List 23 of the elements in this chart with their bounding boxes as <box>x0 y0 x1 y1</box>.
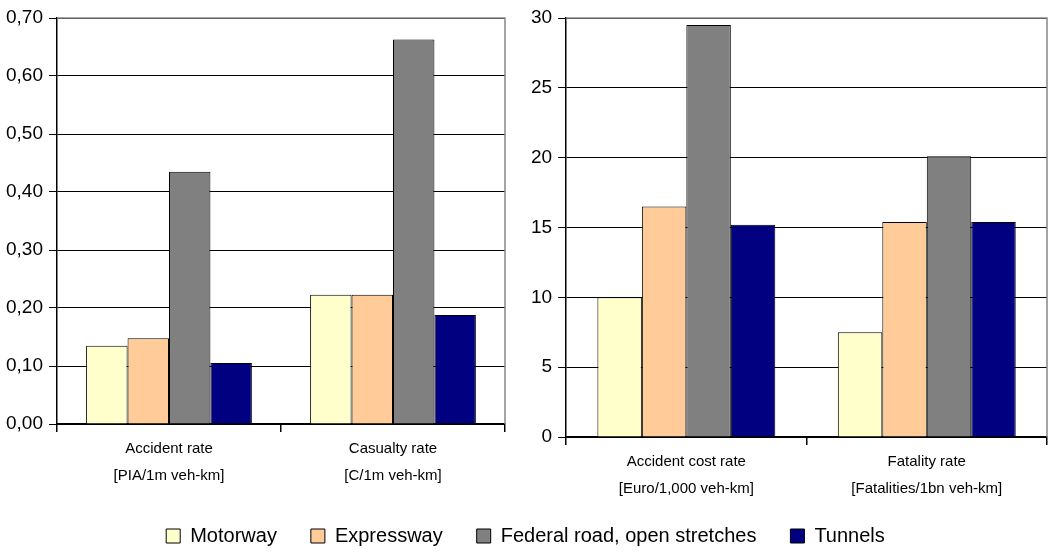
y-tick-label: 0,30 <box>6 238 43 260</box>
y-tick-label: 10 <box>530 285 553 307</box>
y-tick-label: 0,00 <box>6 412 43 434</box>
legend-label: Motorway <box>190 523 277 546</box>
y-tick-label: 0,70 <box>6 6 43 28</box>
y-tick-label: 0,60 <box>6 64 43 86</box>
y-tick-label: 15 <box>530 215 553 237</box>
x-tick-label: Accident cost rate [Euro/1,000 veh-km] <box>618 451 754 496</box>
y-tick-label: 0,10 <box>6 354 43 376</box>
legend-label: Tunnels <box>814 523 885 546</box>
y-tick-label: 25 <box>530 76 553 98</box>
legend-label: Expressway <box>334 523 443 546</box>
y-tick-label: 30 <box>530 6 553 28</box>
x-tick-label: Accident rate [PIA/1m veh-km] <box>113 438 225 483</box>
x-tick-label: Casualty rate [C/1m veh-km] <box>344 438 442 483</box>
y-tick-label: 5 <box>541 355 553 377</box>
y-tick-label: 20 <box>530 145 553 167</box>
x-tick-label: Fatality rate [Fatalities/1bn veh-km] <box>851 451 1003 496</box>
y-tick-label: 0,20 <box>6 296 43 318</box>
legend-label: Federal road, open stretches <box>500 523 757 546</box>
y-tick-label: 0,40 <box>6 180 43 202</box>
y-tick-label: 0,50 <box>6 122 43 144</box>
y-tick-label: 0 <box>541 425 553 447</box>
